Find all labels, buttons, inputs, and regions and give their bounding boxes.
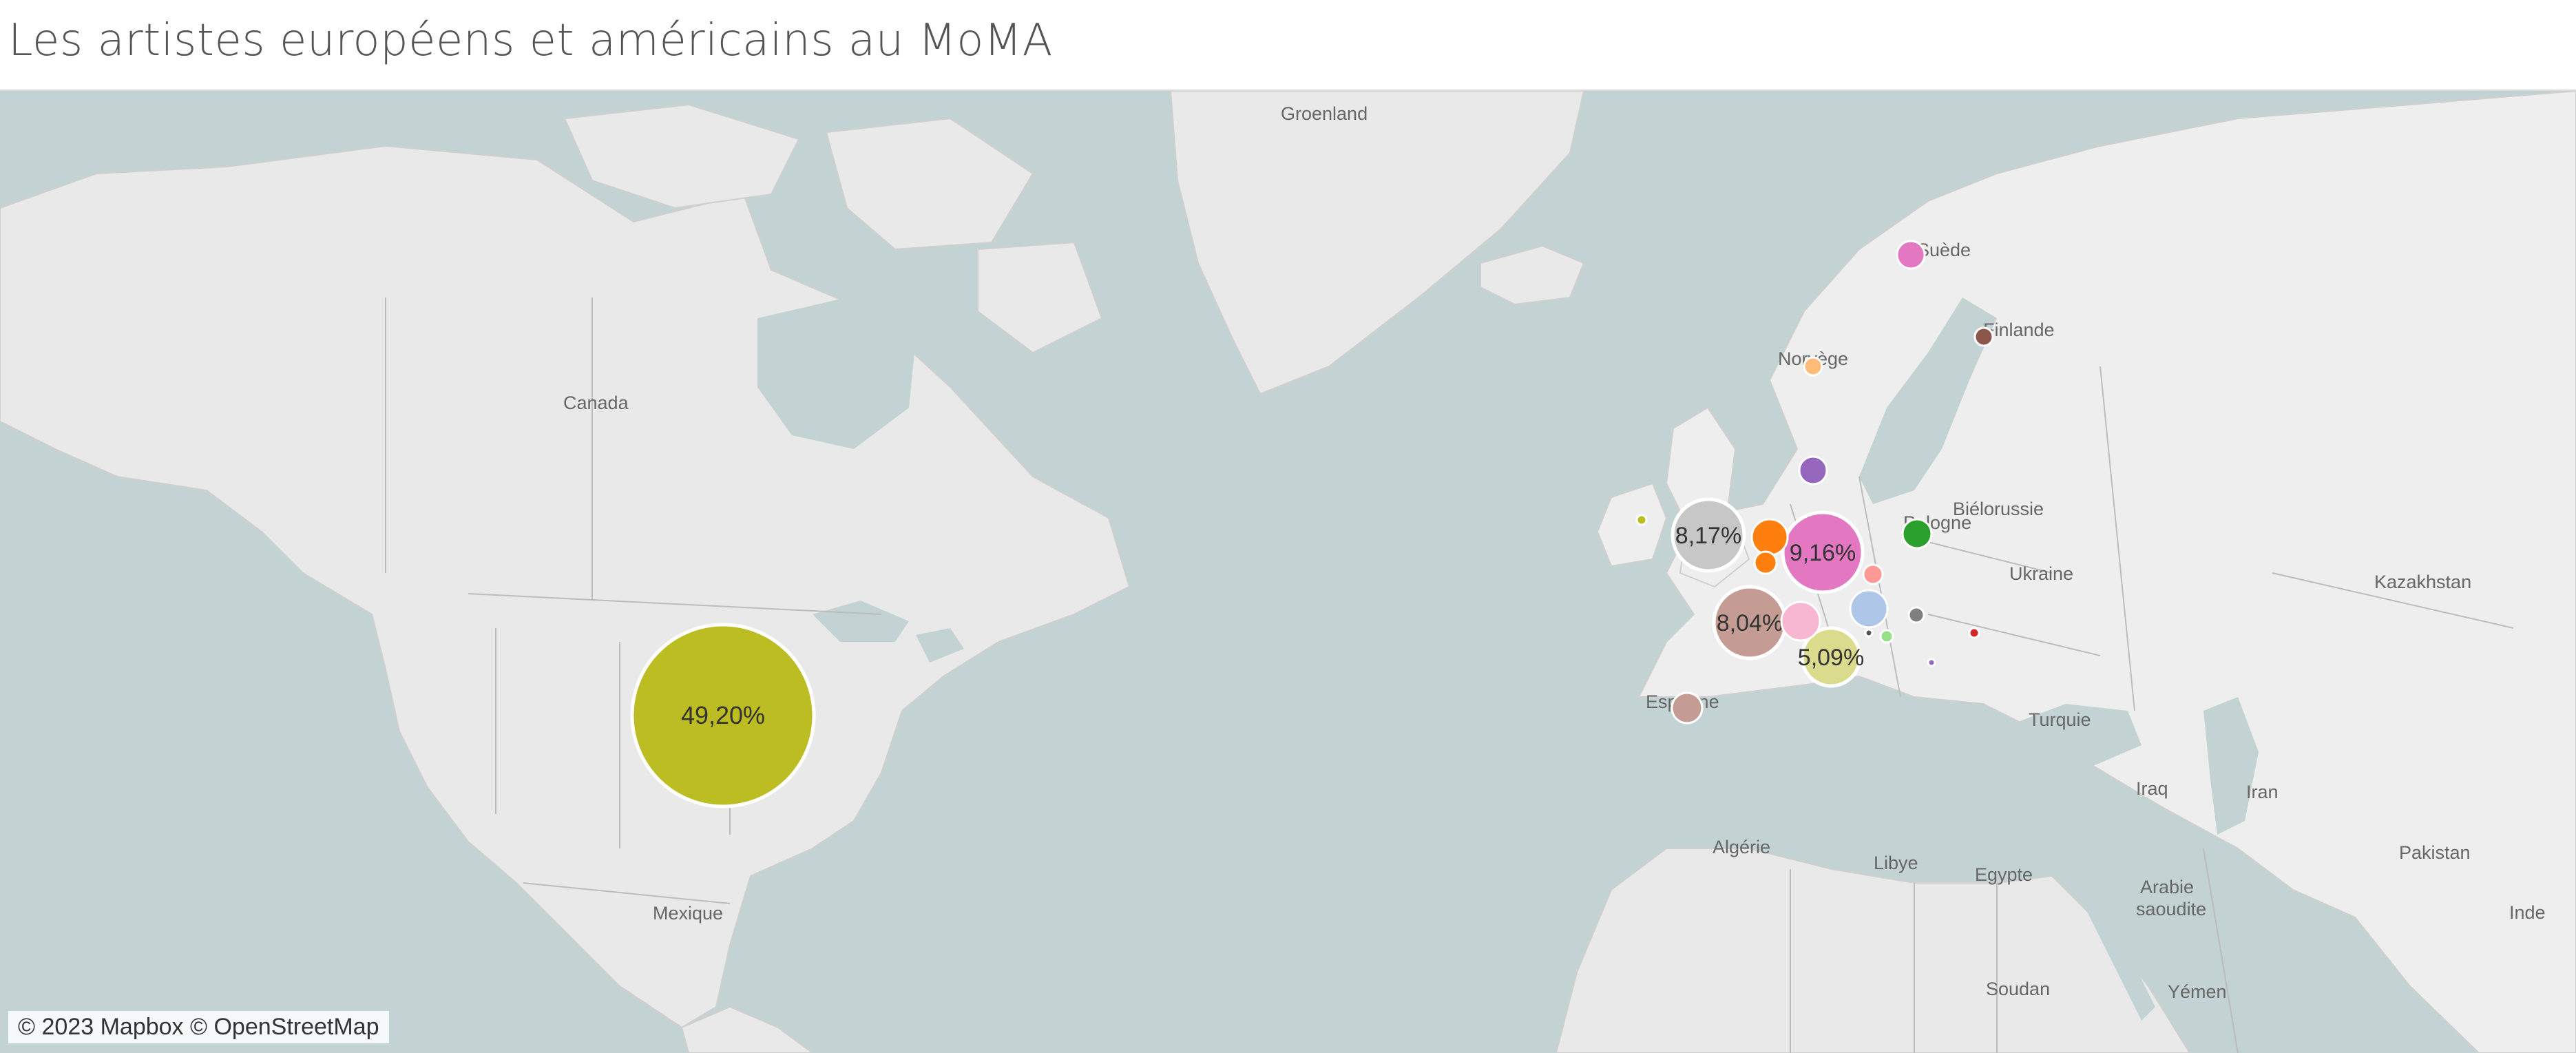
map-label-egypte: Egypte [1975, 864, 2033, 885]
bubble-switzerland[interactable] [1780, 601, 1821, 642]
bubble-label-usa: 49,20% [681, 701, 765, 729]
country-borders [385, 298, 2514, 1053]
bubble-label-france: 8,04% [1717, 610, 1783, 636]
map-label-yemen: Yémen [2168, 981, 2227, 1002]
map-label-iran: Iran [2246, 782, 2279, 802]
map-label-mexique: Mexique [653, 903, 723, 924]
caspian-sea [2203, 697, 2259, 835]
bubble-spain[interactable] [1671, 691, 1704, 724]
land-greenland [1169, 91, 1585, 395]
persian-gulf [2190, 883, 2259, 938]
map-label-bielorussie: Biélorussie [1953, 499, 2044, 519]
bubble-netherlands[interactable] [1750, 518, 1789, 556]
map-label-libye: Libye [1874, 853, 1918, 873]
map-label-arabie: Arabie saoudite [2136, 877, 2206, 919]
map-label-turquie: Turquie [2029, 709, 2091, 730]
bubble-finland[interactable] [1973, 326, 1994, 347]
baltic-sea [1859, 298, 1997, 504]
great-lakes [813, 601, 964, 663]
bubble-slovenia[interactable] [1864, 628, 1874, 638]
bubble-denmark[interactable] [1798, 455, 1828, 486]
hudson-bay [757, 298, 916, 449]
bubble-italy[interactable] [1800, 626, 1862, 688]
map-label-suede: Suède [1917, 240, 1971, 260]
bubble-serbia[interactable] [1927, 658, 1936, 667]
bubble-austria[interactable] [1849, 589, 1889, 629]
map-attribution: © 2023 Mapbox © OpenStreetMap [8, 1011, 389, 1043]
bubble-romania[interactable] [1968, 627, 1980, 639]
map-label-soudan: Soudan [1986, 979, 2050, 999]
bubble-belgium[interactable] [1753, 550, 1778, 575]
bubble-germany[interactable] [1781, 510, 1865, 594]
bubble-ireland[interactable] [1635, 514, 1648, 526]
map-label-groenland: Groenland [1281, 103, 1368, 124]
land-arctic-islands [563, 103, 1103, 354]
map-label-finlande: Finlande [1983, 320, 2055, 340]
land-central-america [680, 1005, 814, 1053]
bubble-label-germany: 9,16% [1790, 540, 1856, 566]
bubble-label-italy: 5,09% [1798, 645, 1864, 671]
bubble-norway[interactable] [1803, 356, 1823, 377]
bubble-label-uk: 8,17% [1675, 523, 1741, 549]
land-iceland [1480, 244, 1585, 306]
map-label-kazakhstan: Kazakhstan [2374, 572, 2471, 592]
bubble-hungary[interactable] [1907, 606, 1925, 624]
bubble-sweden[interactable] [1896, 240, 1926, 270]
map-view[interactable]: GroenlandCanadaMexiqueSuèdeFinlandeNorvè… [0, 90, 2576, 1053]
land-eurasia [1637, 91, 2576, 1053]
bubble-poland[interactable] [1901, 518, 1933, 550]
bubble-croatia[interactable] [1879, 629, 1894, 644]
red-sea [2073, 883, 2155, 1021]
bubble-uk[interactable] [1671, 497, 1746, 573]
page-title: Les artistes européens et américains au … [8, 15, 1053, 66]
map-label-algerie: Algérie [1713, 837, 1770, 857]
mediterranean-sea [1653, 780, 2086, 869]
black-sea [2011, 704, 2142, 766]
bubble-usa[interactable] [630, 623, 816, 809]
map-label-inde: Inde [2509, 902, 2546, 923]
land-ireland [1596, 482, 1668, 567]
map-label-ukraine: Ukraine [2009, 563, 2073, 584]
bubble-czechia[interactable] [1862, 563, 1884, 585]
map-label-pakistan: Pakistan [2399, 842, 2471, 863]
map-label-canada: Canada [563, 393, 629, 413]
map-label-irak: Iraq [2136, 778, 2168, 799]
